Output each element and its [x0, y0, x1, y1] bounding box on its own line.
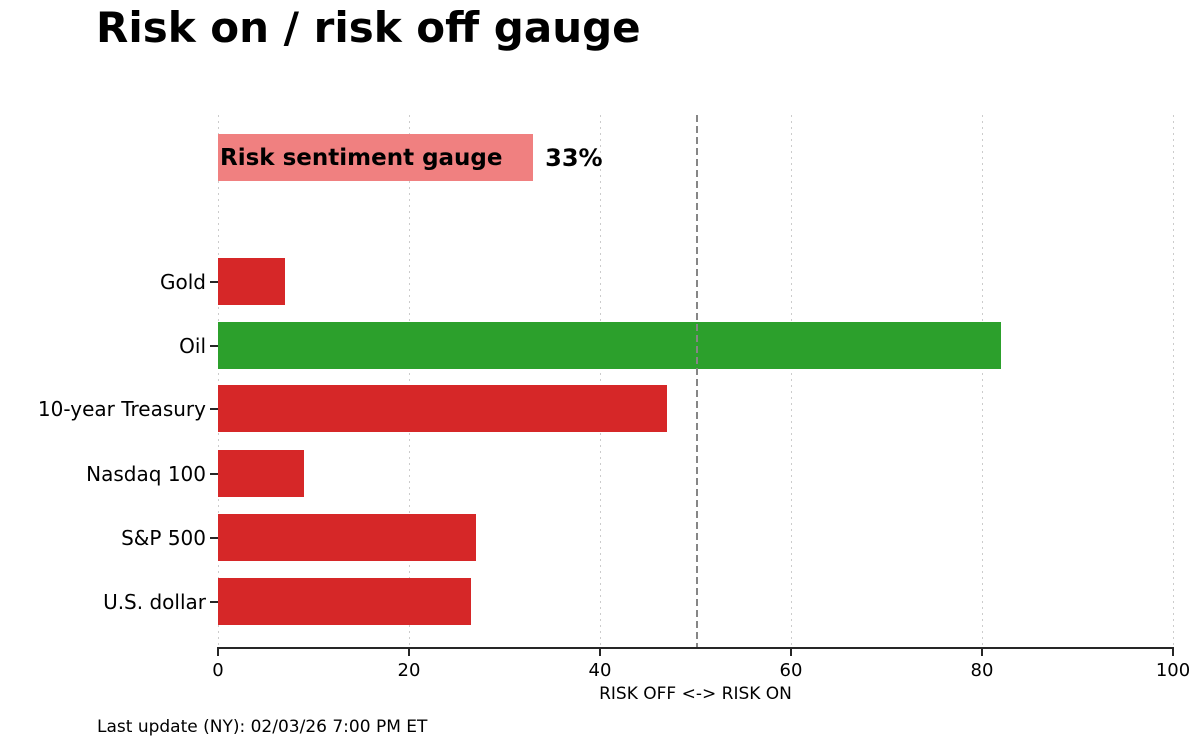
x-tick-label-40: 40 [588, 660, 612, 681]
bar-row-s-p-500: S&P 500 [121, 514, 1173, 561]
x-tick-mark-80 [981, 649, 983, 656]
last-update-text: Last update (NY): 02/03/26 7:00 PM ET [97, 717, 428, 737]
x-tick-mark-0 [217, 649, 219, 656]
bar [218, 258, 285, 305]
x-tick-mark-40 [599, 649, 601, 656]
y-tick-mark [210, 472, 218, 475]
bar [218, 322, 1002, 369]
bar [218, 385, 667, 432]
bar-row-gold: Gold [160, 258, 1173, 305]
x-tick-mark-60 [790, 649, 792, 656]
gauge-row: Risk sentiment gauge 33% [218, 134, 1173, 181]
category-label: Nasdaq 100 [86, 461, 206, 486]
gridline-0 [218, 115, 219, 648]
gridline-100 [1173, 115, 1174, 648]
bar [218, 514, 476, 561]
x-tick-label-0: 0 [212, 660, 224, 681]
x-axis-label: RISK OFF <-> RISK ON [599, 684, 792, 704]
gauge-bar-label: Risk sentiment gauge [220, 144, 503, 171]
x-tick-label-60: 60 [779, 660, 803, 681]
y-tick-mark [210, 600, 218, 603]
bar-row-oil: Oil [179, 322, 1173, 369]
bar [218, 578, 472, 625]
x-tick-mark-20 [408, 649, 410, 656]
gridline-60 [791, 115, 792, 648]
category-label: U.S. dollar [103, 589, 206, 614]
x-tick-label-20: 20 [397, 660, 421, 681]
bar [218, 450, 304, 497]
y-tick-mark [210, 280, 218, 283]
y-tick-mark [210, 344, 218, 347]
reference-line-50 [695, 115, 698, 648]
bar-row-u-s-dollar: U.S. dollar [103, 578, 1173, 625]
x-axis-line [217, 647, 1174, 649]
gauge-bar: Risk sentiment gauge [218, 134, 534, 181]
gridline-40 [600, 115, 601, 648]
plot-area: Risk sentiment gauge 33% Gold Oil 10-year … [38, 115, 1190, 704]
y-tick-mark [210, 407, 218, 410]
y-tick-mark [210, 536, 218, 539]
gridline-20 [409, 115, 410, 648]
gauge-value-label: 33% [545, 143, 603, 172]
x-tick-label-100: 100 [1155, 660, 1191, 681]
category-label: S&P 500 [121, 525, 206, 550]
chart-title: Risk on / risk off gauge [96, 3, 641, 52]
bar-row-10-year-treasury: 10-year Treasury [38, 385, 1173, 432]
x-tick-mark-100 [1172, 649, 1174, 656]
category-label: Gold [160, 269, 206, 294]
gridline-80 [982, 115, 983, 648]
bar-row-nasdaq-100: Nasdaq 100 [86, 450, 1173, 497]
x-tick-label-80: 80 [970, 660, 994, 681]
category-label: Oil [179, 333, 206, 358]
category-label: 10-year Treasury [37, 396, 206, 421]
